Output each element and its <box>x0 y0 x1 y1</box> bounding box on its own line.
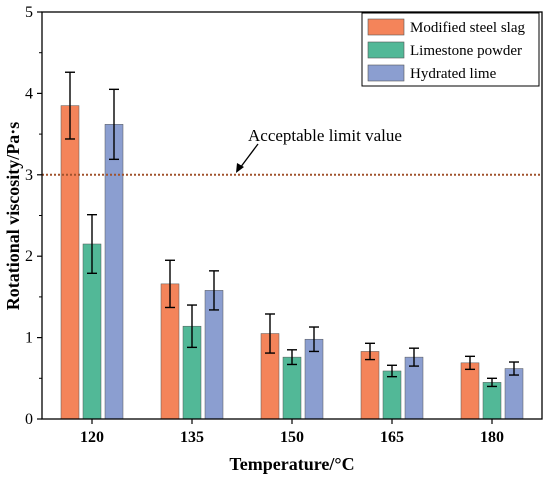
y-tick-label: 1 <box>25 330 33 347</box>
legend: Modified steel slag Limestone powder Hydra… <box>361 12 540 87</box>
x-tick-label: 135 <box>180 429 204 446</box>
y-axis-label: Rotational viscosity/Pa·s <box>3 122 23 311</box>
reference-line-label: Acceptable limit value <box>248 126 402 145</box>
reference-arrow-shaft <box>239 143 259 169</box>
reference-arrow-head <box>236 163 244 173</box>
bar-hydrated-lime-120 <box>104 124 124 420</box>
x-tick-label: 180 <box>480 429 504 446</box>
bar-modified-steel-slag-165 <box>360 351 380 420</box>
y-tick-label: 4 <box>25 85 33 102</box>
legend-label: Hydrated lime <box>410 66 497 82</box>
bar-limestone-powder-150 <box>282 356 302 420</box>
marks-layer: Acceptable limit value <box>42 71 542 420</box>
legend-swatch <box>367 18 405 36</box>
legend-swatch <box>367 41 405 59</box>
x-tick-label: 120 <box>80 429 104 446</box>
legend-label: Modified steel slag <box>410 20 525 36</box>
legend-label: Limestone powder <box>410 43 522 59</box>
bar-limestone-powder-165 <box>382 370 402 420</box>
y-tick-label: 5 <box>25 4 33 21</box>
x-tick-label: 150 <box>280 429 304 446</box>
bar-hydrated-lime-180 <box>504 368 524 420</box>
x-tick-label: 165 <box>380 429 404 446</box>
y-tick-label: 2 <box>25 248 33 265</box>
y-tick-label: 0 <box>25 411 33 428</box>
bar-modified-steel-slag-120 <box>60 105 80 420</box>
axis-layer: 0 1 2 3 4 5 120 135 150 165 180 <box>25 4 504 446</box>
bar-modified-steel-slag-180 <box>460 362 480 420</box>
y-tick-label: 3 <box>25 167 33 184</box>
legend-swatch <box>367 64 405 82</box>
x-axis-label: Temperature/°C <box>229 454 354 474</box>
bar-limestone-powder-180 <box>482 382 502 420</box>
